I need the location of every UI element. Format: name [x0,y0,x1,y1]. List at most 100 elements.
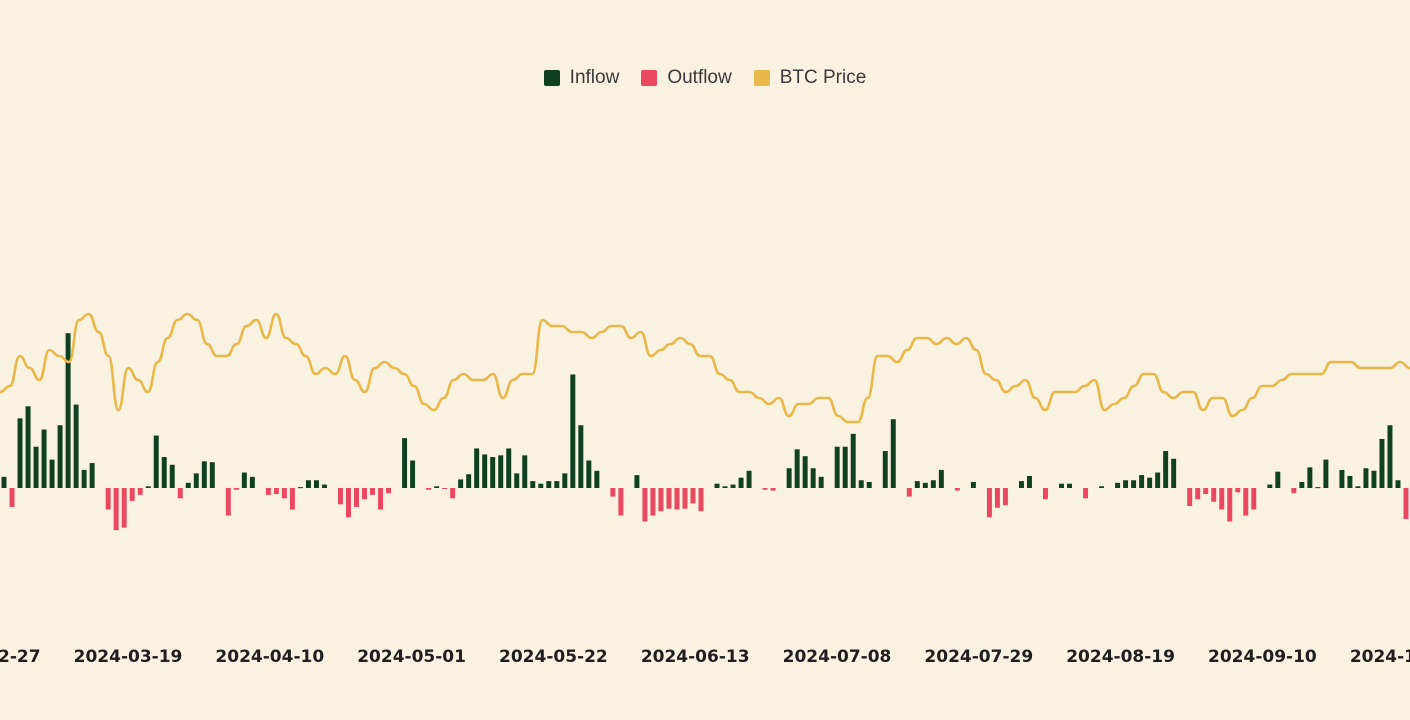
inflow-bar[interactable] [1387,425,1393,488]
outflow-bar[interactable] [450,488,456,499]
outflow-bar[interactable] [1203,488,1209,495]
inflow-bar[interactable] [858,480,864,488]
inflow-bar[interactable] [33,446,39,488]
inflow-bar[interactable] [562,473,568,488]
inflow-bar[interactable] [1347,475,1353,488]
inflow-bar[interactable] [578,425,584,488]
outflow-bar[interactable] [177,488,183,499]
outflow-bar[interactable] [362,488,367,500]
outflow-bar[interactable] [986,488,992,518]
inflow-bar[interactable] [482,454,488,488]
outflow-bar[interactable] [442,488,448,489]
outflow-bar[interactable] [129,488,135,501]
inflow-bar[interactable] [538,483,544,488]
inflow-bar[interactable] [1131,480,1137,488]
inflow-bar[interactable] [193,473,199,488]
outflow-bar[interactable] [698,488,704,512]
inflow-bar[interactable] [490,457,496,488]
outflow-bar[interactable] [618,488,624,516]
inflow-bar[interactable] [321,484,327,488]
outflow-bar[interactable] [666,488,672,509]
inflow-bar[interactable] [634,475,640,488]
inflow-bar[interactable] [970,481,976,488]
inflow-bar[interactable] [738,477,744,488]
inflow-bar[interactable] [730,484,736,488]
inflow-bar[interactable] [594,470,600,488]
inflow-bar[interactable] [506,448,512,488]
inflow-bar[interactable] [802,456,808,488]
outflow-bar[interactable] [338,488,343,505]
outflow-bar[interactable] [1219,488,1225,510]
inflow-bar[interactable] [818,476,824,488]
outflow-bar[interactable] [225,488,231,516]
outflow-bar[interactable] [137,488,143,495]
outflow-bar[interactable] [113,488,119,531]
legend-item-outflow[interactable]: Outflow [641,67,732,89]
outflow-bar[interactable] [1251,488,1257,510]
outflow-bar[interactable] [642,488,648,522]
inflow-bar[interactable] [514,473,520,488]
outflow-bar[interactable] [610,488,616,497]
inflow-bar[interactable] [89,463,95,488]
inflow-bar[interactable] [1123,480,1129,488]
inflow-bar[interactable] [1059,483,1064,488]
inflow-bar[interactable] [410,460,416,488]
inflow-bar[interactable] [938,469,944,488]
outflow-bar[interactable] [674,488,680,510]
inflow-bar[interactable] [201,461,207,488]
inflow-bar[interactable] [1267,484,1273,488]
inflow-bar[interactable] [1139,475,1145,488]
inflow-bar[interactable] [1299,481,1305,488]
outflow-bar[interactable] [1227,488,1233,522]
inflow-bar[interactable] [1307,467,1313,488]
inflow-bar[interactable] [458,479,464,488]
inflow-bar[interactable] [1171,458,1177,488]
outflow-bar[interactable] [1195,488,1201,500]
inflow-bar[interactable] [834,446,840,488]
inflow-bar[interactable] [466,474,472,488]
inflow-bar[interactable] [81,469,87,488]
inflow-bar[interactable] [882,451,888,488]
inflow-bar[interactable] [1067,483,1072,488]
inflow-bar[interactable] [297,487,303,489]
outflow-bar[interactable] [1235,488,1241,493]
inflow-bar[interactable] [65,333,71,488]
btc-price-path[interactable] [0,312,1410,424]
inflow-bar[interactable] [305,480,311,488]
inflow-bar[interactable] [1395,480,1401,488]
inflow-bar[interactable] [145,486,151,488]
inflow-bar[interactable] [49,459,55,488]
inflow-bar[interactable] [810,468,816,488]
inflow-bar[interactable] [1099,486,1105,488]
outflow-bar[interactable] [378,488,384,510]
inflow-bar[interactable] [1371,470,1377,488]
inflow-bar[interactable] [1163,451,1169,488]
inflow-bar[interactable] [554,481,560,488]
outflow-bar[interactable] [954,488,960,491]
inflow-bar[interactable] [842,446,848,488]
outflow-bar[interactable] [265,488,271,495]
outflow-bar[interactable] [370,488,376,495]
inflow-bar[interactable] [930,480,936,488]
outflow-bar[interactable] [426,488,432,490]
inflow-bar[interactable] [714,483,720,488]
outflow-bar[interactable] [994,488,1000,508]
outflow-bar[interactable] [9,488,15,507]
inflow-bar[interactable] [185,482,191,488]
outflow-bar[interactable] [658,488,664,512]
inflow-bar[interactable] [209,462,215,488]
inflow-bar[interactable] [474,448,480,488]
outflow-bar[interactable] [906,488,912,497]
inflow-bar[interactable] [530,481,536,488]
inflow-bar[interactable] [1026,475,1032,488]
inflow-bar[interactable] [241,472,247,488]
inflow-bar[interactable] [1115,482,1121,488]
inflow-bar[interactable] [402,438,408,488]
outflow-bar[interactable] [233,488,239,490]
inflow-bar[interactable] [922,482,928,488]
outflow-bar[interactable] [1002,488,1008,506]
outflow-bar[interactable] [1211,488,1217,502]
inflow-bar[interactable] [313,480,319,488]
outflow-bar[interactable] [650,488,656,516]
inflow-bar[interactable] [498,455,504,488]
